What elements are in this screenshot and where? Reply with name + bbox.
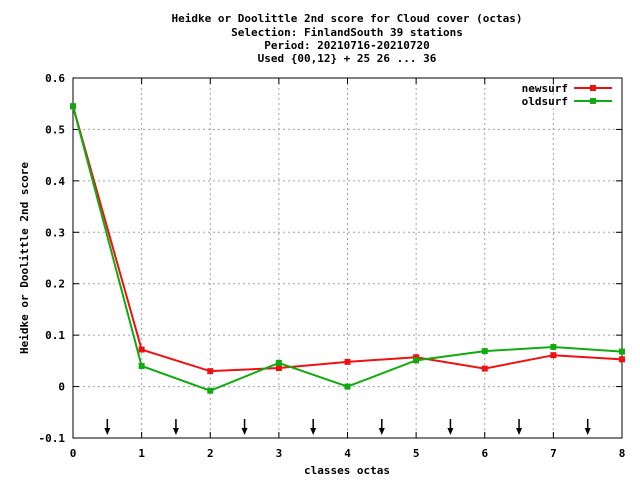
data-point-oldsurf <box>413 357 420 364</box>
class-arrow-head <box>241 428 248 435</box>
x-tick-label: 4 <box>344 447 351 460</box>
data-point-newsurf <box>413 354 420 361</box>
data-point-oldsurf <box>207 387 214 394</box>
x-tick-label: 1 <box>138 447 145 460</box>
legend-label: newsurf <box>522 82 568 95</box>
x-tick-label: 8 <box>619 447 626 460</box>
class-arrow <box>172 419 179 435</box>
y-tick-label: 0.6 <box>45 72 65 85</box>
y-tick-label: -0.1 <box>39 432 66 445</box>
class-arrow-head <box>447 428 454 435</box>
legend-label: oldsurf <box>522 95 568 108</box>
data-point-newsurf <box>619 356 625 363</box>
x-tick-label: 3 <box>276 447 283 460</box>
data-point-newsurf <box>481 365 488 372</box>
legend-entry-newsurf: newsurf <box>522 82 612 95</box>
x-tick-label: 2 <box>207 447 214 460</box>
series-newsurf <box>70 103 625 375</box>
class-arrow-head <box>172 428 179 435</box>
x-tick-label: 0 <box>70 447 77 460</box>
class-arrow-head <box>310 428 317 435</box>
legend-marker <box>590 85 596 91</box>
class-arrows <box>104 419 591 435</box>
series-oldsurf <box>70 103 625 394</box>
data-point-newsurf <box>207 368 214 375</box>
class-arrow <box>516 419 523 435</box>
x-tick-label: 6 <box>481 447 488 460</box>
x-tick-label: 5 <box>413 447 420 460</box>
data-point-newsurf <box>138 346 145 353</box>
data-point-newsurf <box>550 352 557 359</box>
class-arrow <box>378 419 385 435</box>
data-point-oldsurf <box>481 348 488 355</box>
series-layer <box>70 103 625 394</box>
y-tick-label: 0 <box>58 381 65 394</box>
y-tick-label: 0.3 <box>45 226 65 239</box>
title-line-2: Selection: FinlandSouth 39 stations <box>231 26 463 39</box>
x-axis-label: classes octas <box>304 464 390 477</box>
data-point-oldsurf <box>70 103 76 110</box>
grid <box>73 78 622 438</box>
y-tick-label: 0.4 <box>45 175 65 188</box>
class-arrow-head <box>378 428 385 435</box>
data-point-oldsurf <box>138 363 145 369</box>
class-arrow <box>310 419 317 435</box>
class-arrow <box>104 419 111 435</box>
title-line-1: Heidke or Doolittle 2nd score for Cloud … <box>172 12 523 25</box>
title-line-3: Period: 20210716-20210720 <box>264 39 430 52</box>
y-tick-label: 0.5 <box>45 123 65 136</box>
data-point-oldsurf <box>619 348 625 355</box>
y-tick-label: 0.2 <box>45 278 65 291</box>
data-point-oldsurf <box>275 359 282 366</box>
class-arrow-head <box>516 428 523 435</box>
axis-ticks: 0 1 2 3 4 5 6 7 8 -0.1 0 0.1 0.2 0.3 0.4 0.5 0.6 <box>39 72 626 460</box>
class-arrow-head <box>584 428 591 435</box>
class-arrow <box>584 419 591 435</box>
data-point-newsurf <box>275 365 282 372</box>
x-tick-label: 7 <box>550 447 557 460</box>
data-point-newsurf <box>344 358 351 365</box>
class-arrow <box>447 419 454 435</box>
data-point-oldsurf <box>550 343 557 350</box>
class-arrow-head <box>104 428 111 435</box>
chart-title: Heidke or Doolittle 2nd score for Cloud … <box>172 12 523 65</box>
legend-marker <box>590 98 596 104</box>
data-point-oldsurf <box>344 383 351 390</box>
title-line-4: Used {00,12} + 25 26 ... 36 <box>258 52 437 65</box>
y-tick-label: 0.1 <box>45 329 65 342</box>
legend-entry-oldsurf: oldsurf <box>522 95 612 108</box>
y-axis-label: Heidke or Doolittle 2nd score <box>18 162 31 354</box>
class-arrow <box>241 419 248 435</box>
